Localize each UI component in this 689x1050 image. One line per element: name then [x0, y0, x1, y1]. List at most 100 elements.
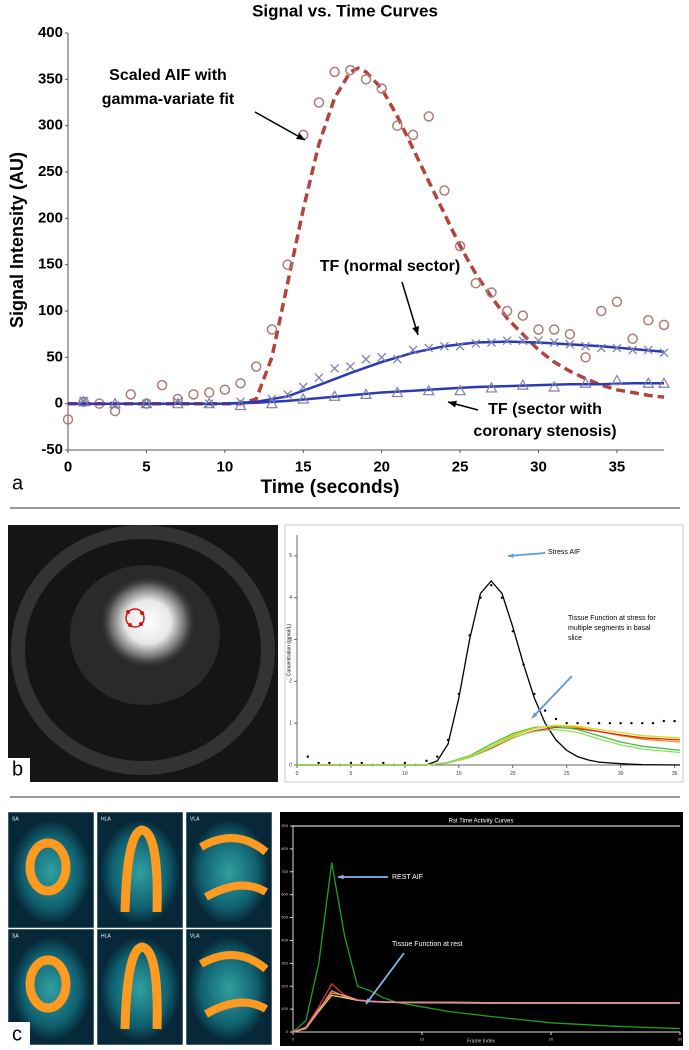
marker — [382, 761, 385, 765]
y-tick-label: 100 — [38, 302, 63, 319]
annotation: Scaled AIF with — [109, 67, 227, 84]
y-tick-label: 350 — [38, 70, 63, 87]
marker — [516, 378, 529, 390]
marker — [345, 362, 355, 372]
marker — [643, 315, 654, 326]
marker — [457, 692, 461, 696]
marker — [612, 343, 622, 353]
marker — [203, 387, 215, 398]
arrow-head — [296, 132, 305, 140]
marker — [455, 341, 465, 351]
annotation: REST AIF — [392, 874, 423, 881]
x-tick-label: 30 — [678, 1037, 683, 1042]
marker — [608, 721, 612, 725]
image-label: HLA — [101, 933, 111, 939]
marker — [518, 336, 528, 346]
x-tick-label: 0 — [292, 1037, 295, 1042]
arrow-head — [532, 712, 538, 718]
x-tick-label: 20 — [373, 458, 390, 475]
x-tick-label: 15 — [295, 458, 312, 475]
y-axis-label: Concentration (mmol/L) — [286, 624, 292, 677]
marker — [439, 185, 450, 196]
marker — [265, 397, 278, 409]
marker — [673, 719, 676, 723]
x-tick-label: 35 — [609, 458, 626, 475]
marker — [522, 663, 525, 666]
marker — [306, 755, 309, 758]
marker — [266, 324, 278, 335]
marker — [407, 129, 419, 141]
marker — [479, 596, 482, 599]
marker — [533, 324, 544, 335]
x-tick-label: 10 — [216, 458, 233, 475]
arrow-head — [448, 400, 457, 408]
marker — [549, 338, 559, 347]
series-line — [292, 862, 681, 1033]
marker — [486, 287, 497, 298]
arrow — [507, 552, 546, 557]
annotation: TF (normal sector) — [320, 258, 460, 275]
arrow-head — [338, 874, 344, 880]
marker — [534, 336, 543, 346]
marker — [587, 721, 590, 725]
label-box — [8, 1022, 30, 1046]
marker — [317, 761, 320, 765]
marker — [203, 397, 216, 409]
x-tick-label: 10 — [420, 1037, 425, 1042]
y-tick-label: 300 — [281, 960, 288, 965]
marker — [543, 709, 547, 712]
y-tick-label: 250 — [38, 163, 63, 180]
marker — [171, 397, 184, 409]
marker — [156, 379, 168, 391]
marker — [596, 343, 606, 353]
series-line — [292, 989, 680, 1033]
arrow-head — [412, 326, 419, 335]
marker — [330, 363, 340, 373]
x-tick-label: 30 — [618, 771, 624, 777]
marker — [282, 259, 293, 270]
image-label: HLA — [101, 816, 111, 822]
marker — [501, 305, 513, 317]
marker — [580, 352, 591, 363]
marker — [349, 761, 353, 765]
arrow — [531, 675, 573, 719]
y-tick-label: 4 — [289, 595, 292, 601]
marker — [564, 328, 576, 340]
marker — [188, 389, 199, 400]
marker — [630, 721, 633, 725]
y-tick-label: 600 — [281, 892, 288, 897]
panel-label: c — [12, 1023, 22, 1045]
marker — [408, 345, 418, 355]
marker — [125, 389, 136, 400]
x-tick-label: 10 — [402, 771, 408, 777]
tissue — [11, 937, 91, 1041]
y-tick-label: 0 — [289, 762, 292, 768]
y-tick-label: 1 — [289, 721, 292, 727]
x-axis-label: Time (seconds) — [260, 477, 399, 498]
y-tick-label: 400 — [281, 938, 288, 943]
chart-frame — [284, 524, 684, 783]
marker — [392, 120, 403, 131]
marker — [391, 386, 404, 398]
y-tick-label: 800 — [281, 846, 288, 851]
marker — [219, 384, 231, 396]
y-tick-label: 2 — [289, 679, 292, 685]
y-tick-label: 700 — [281, 869, 288, 874]
x-tick-label: 0 — [64, 458, 72, 475]
marker — [643, 345, 653, 355]
y-tick-label: 100 — [281, 1006, 288, 1011]
marker — [641, 721, 644, 725]
myocardium — [199, 834, 269, 901]
y-tick-label: 0 — [286, 1029, 289, 1034]
marker — [424, 343, 434, 353]
x-tick-label: 35 — [672, 771, 678, 777]
marker — [422, 384, 435, 396]
x-tick-label: 20 — [549, 1037, 554, 1042]
x-tick-label: 15 — [456, 771, 462, 777]
marker — [579, 377, 592, 388]
y-tick-label: 500 — [281, 915, 288, 920]
marker — [642, 377, 655, 388]
myocardium — [25, 955, 71, 1013]
marker — [628, 345, 638, 355]
marker — [140, 397, 153, 409]
